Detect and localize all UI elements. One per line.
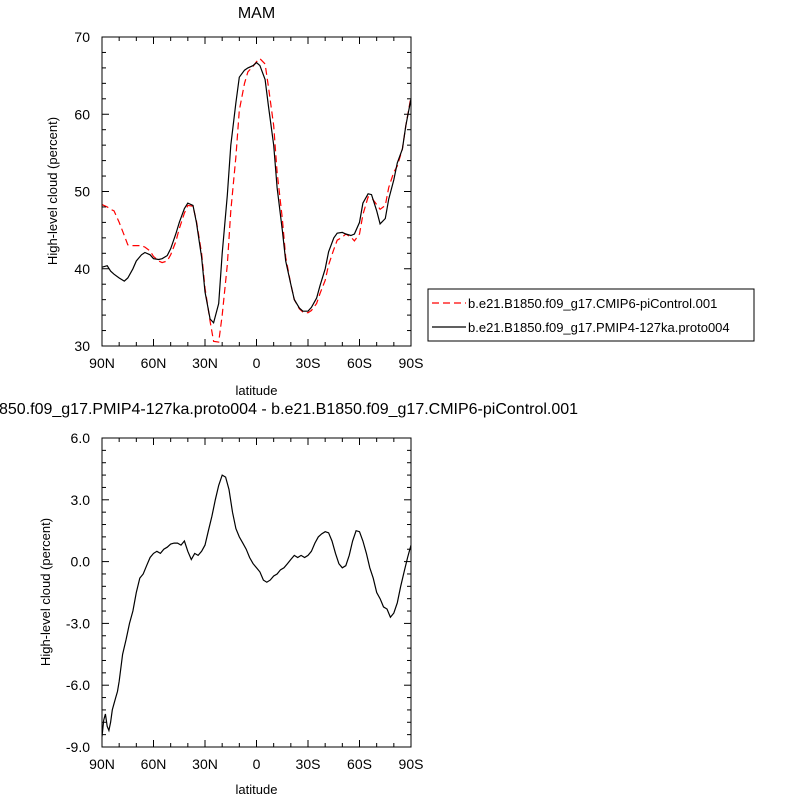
y-axis-label: High-level cloud (percent) (45, 117, 60, 265)
y-tick-label: 6.0 (71, 430, 91, 446)
x-tick-label: 60N (141, 756, 167, 772)
x-tick-label: 90N (89, 756, 115, 772)
y-tick-label: 50 (74, 184, 90, 200)
x-tick-label: 90S (399, 756, 424, 772)
legend-entry: b.e21.B1850.f09_g17.PMIP4-127ka.proto004 (468, 320, 730, 335)
plot-frame (101, 437, 412, 748)
bottom-panel: 90N 60N 30N 0 30S 60S 90S -9.0 -6.0 -3.0 0.0 3.0 6.0… (0, 401, 578, 797)
y-tick-label: 70 (74, 29, 90, 45)
x-tick-label: 30S (296, 355, 321, 371)
plot-frame (101, 36, 412, 347)
x-tick-label: 60N (141, 355, 167, 371)
legend-entry: b.e21.B1850.f09_g17.CMIP6-piControl.001 (468, 296, 717, 311)
y-tick-label: 0.0 (71, 554, 91, 570)
top-panel: 90N 60N 30N 0 30S 60S 90S 30 40 50 60 70 MAM latitude… (45, 5, 423, 398)
x-tick-label: 90S (399, 355, 424, 371)
y-tick-label: -3.0 (66, 615, 90, 631)
series-line-1 (102, 61, 411, 325)
y-tick-label: -9.0 (66, 739, 90, 755)
y-tick-label: 60 (74, 106, 90, 122)
x-tick-label: 0 (253, 756, 261, 772)
x-axis-label: latitude (236, 383, 278, 398)
legend-box (427, 288, 755, 342)
x-tick-label: 0 (253, 355, 261, 371)
x-tick-label: 90N (89, 355, 115, 371)
series-line-0 (102, 474, 411, 737)
x-tick-label: 60S (347, 756, 372, 772)
y-tick-label: 3.0 (71, 492, 91, 508)
x-tick-label: 30S (296, 756, 321, 772)
legend: b.e21.B1850.f09_g17.CMIP6-piControl.001b… (427, 288, 755, 342)
x-axis-label: latitude (236, 782, 278, 797)
x-tick-label: 30N (192, 355, 218, 371)
x-tick-label: 60S (347, 355, 372, 371)
y-tick-label: 40 (74, 261, 90, 277)
y-axis-label: High-level cloud (percent) (38, 518, 53, 666)
chart-title: b.e21.B1850.f09_g17.PMIP4-127ka.proto004… (0, 401, 578, 418)
y-tick-label: -6.0 (66, 677, 90, 693)
y-tick-label: 30 (74, 338, 90, 354)
chart-title: MAM (238, 5, 275, 22)
x-tick-label: 30N (192, 756, 218, 772)
